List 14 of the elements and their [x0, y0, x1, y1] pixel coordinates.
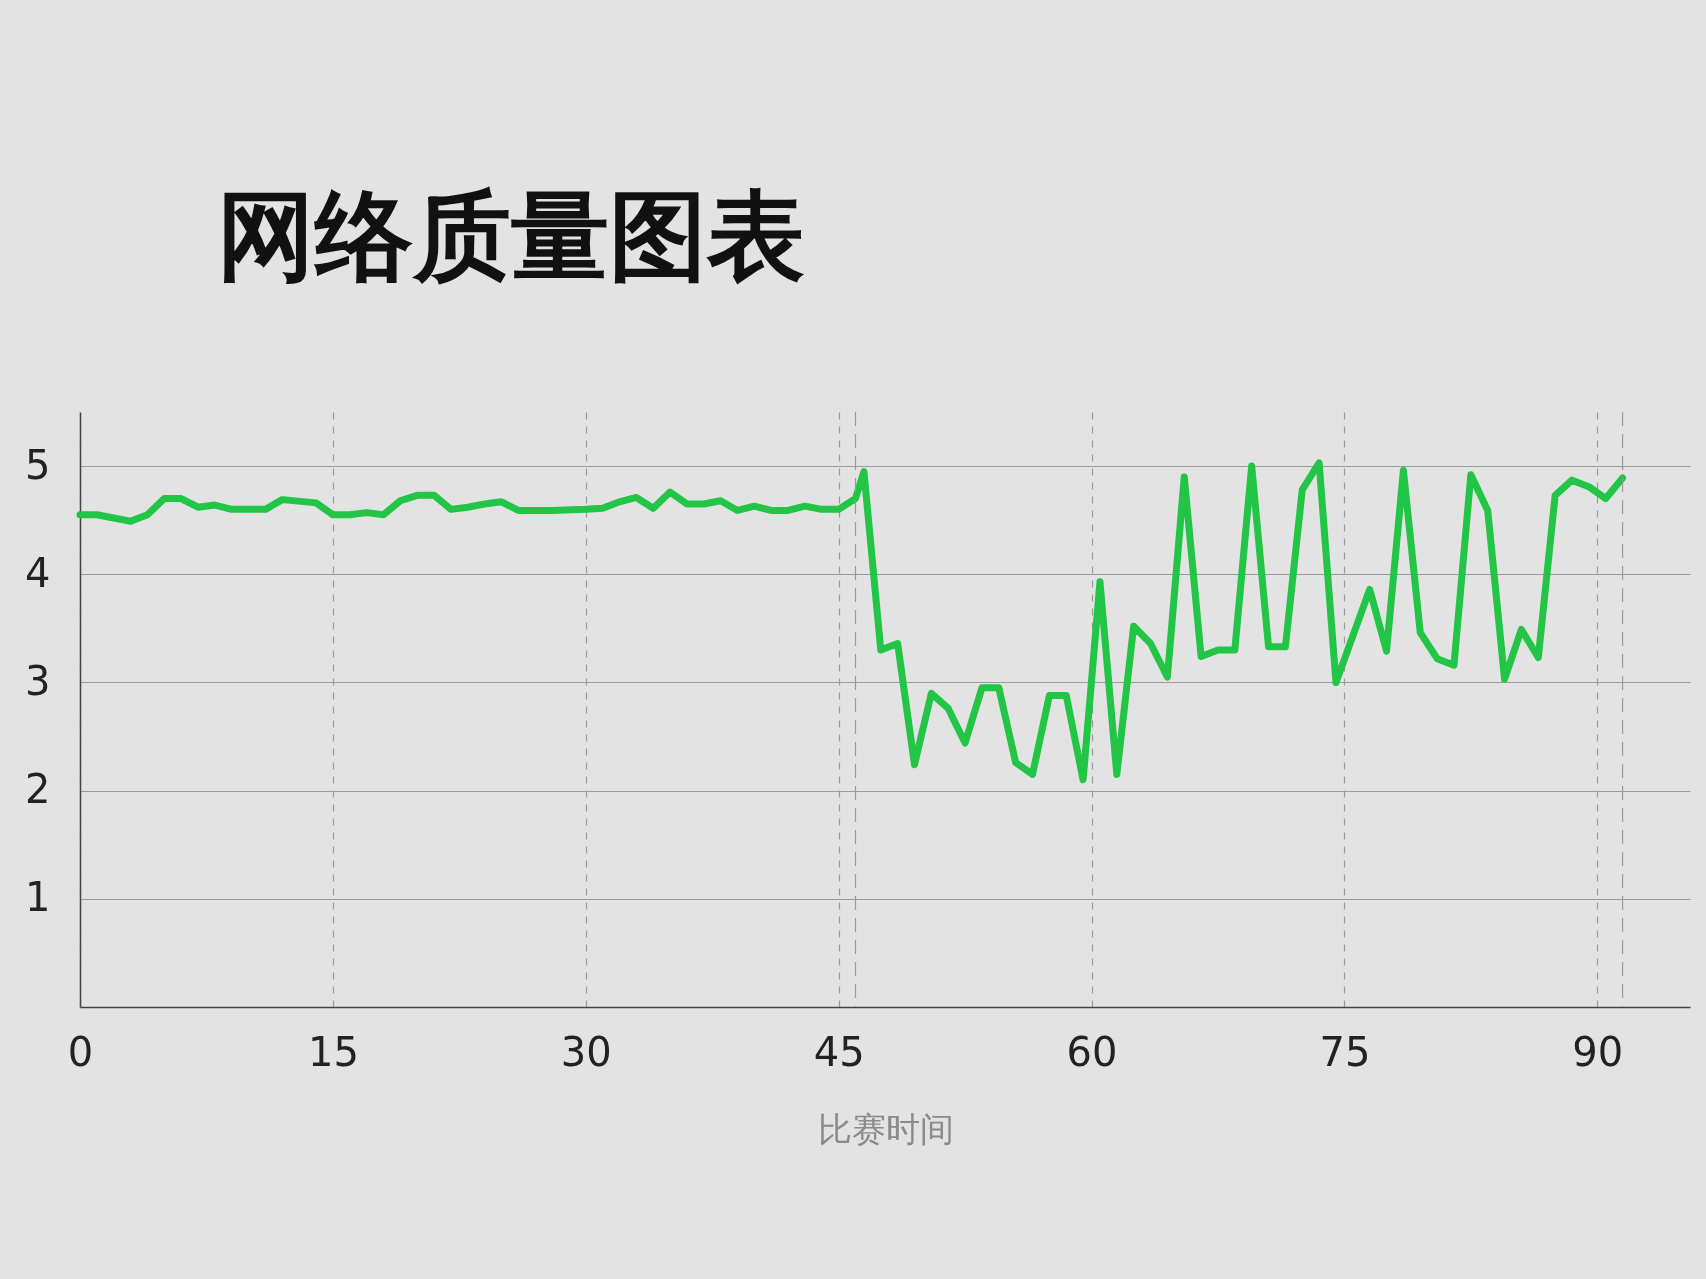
x-tick-label: 45	[813, 1028, 865, 1075]
y-tick-label: 5	[25, 441, 51, 488]
x-tick-label: 30	[560, 1028, 612, 1075]
x-axis-title: 比赛时间	[817, 1108, 954, 1149]
chart-title: 网络质量图表	[217, 179, 805, 294]
y-tick-label: 3	[25, 657, 51, 704]
y-tick-label: 4	[25, 549, 51, 596]
x-tick-label: 15	[307, 1028, 359, 1075]
x-tick-label: 60	[1066, 1028, 1118, 1075]
x-tick-label: 90	[1572, 1028, 1624, 1075]
x-tick-label: 0	[67, 1028, 94, 1075]
y-tick-label: 2	[25, 766, 51, 813]
x-tick-label: 75	[1319, 1028, 1371, 1075]
y-tick-label: 1	[25, 874, 51, 921]
